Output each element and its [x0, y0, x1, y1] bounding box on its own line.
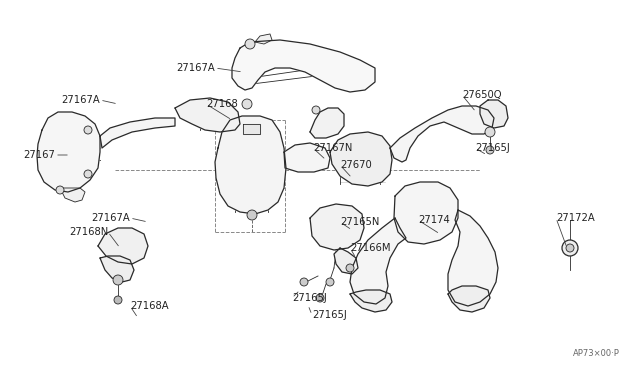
Polygon shape — [334, 248, 358, 274]
Text: 27167: 27167 — [23, 150, 55, 160]
Text: 27165J: 27165J — [475, 143, 509, 153]
Text: 27166M: 27166M — [350, 243, 390, 253]
Circle shape — [346, 264, 354, 272]
Polygon shape — [394, 182, 458, 244]
Polygon shape — [350, 218, 406, 304]
Polygon shape — [310, 108, 344, 138]
Polygon shape — [284, 143, 330, 172]
Circle shape — [84, 170, 92, 178]
Circle shape — [247, 210, 257, 220]
Text: 27168N: 27168N — [68, 227, 108, 237]
Circle shape — [326, 278, 334, 286]
Polygon shape — [215, 116, 286, 214]
Circle shape — [84, 126, 92, 134]
Polygon shape — [175, 98, 240, 132]
Text: 27167N: 27167N — [313, 143, 353, 153]
Polygon shape — [390, 106, 494, 162]
Text: 27167A: 27167A — [176, 63, 215, 73]
Text: 27174: 27174 — [418, 215, 450, 225]
Circle shape — [485, 127, 495, 137]
Polygon shape — [310, 204, 364, 250]
Circle shape — [316, 294, 324, 302]
Polygon shape — [37, 112, 100, 192]
Text: AP73×00·P: AP73×00·P — [573, 349, 620, 358]
Text: 27165J: 27165J — [312, 310, 347, 320]
Text: 27167A: 27167A — [92, 213, 130, 223]
Polygon shape — [448, 210, 498, 306]
Text: 27168A: 27168A — [130, 301, 168, 311]
Text: 27167A: 27167A — [61, 95, 100, 105]
Polygon shape — [243, 124, 260, 134]
Text: 27168: 27168 — [206, 99, 237, 109]
Circle shape — [566, 244, 574, 252]
Polygon shape — [330, 132, 392, 186]
Circle shape — [56, 186, 64, 194]
Circle shape — [245, 39, 255, 49]
Polygon shape — [100, 256, 134, 282]
Polygon shape — [60, 188, 85, 202]
Polygon shape — [255, 34, 272, 44]
Text: 27165N: 27165N — [340, 217, 380, 227]
Polygon shape — [98, 228, 148, 264]
Circle shape — [114, 296, 122, 304]
Polygon shape — [232, 40, 375, 92]
Circle shape — [312, 106, 320, 114]
Polygon shape — [100, 118, 175, 148]
Circle shape — [562, 240, 578, 256]
Polygon shape — [350, 290, 392, 312]
Text: 27650Q: 27650Q — [462, 90, 502, 100]
Circle shape — [113, 275, 123, 285]
Circle shape — [300, 278, 308, 286]
Polygon shape — [448, 286, 490, 312]
Text: 27172A: 27172A — [556, 213, 595, 223]
Text: 27670: 27670 — [340, 160, 372, 170]
Text: 27165J: 27165J — [292, 293, 327, 303]
Polygon shape — [480, 100, 508, 128]
Circle shape — [486, 146, 494, 154]
Circle shape — [242, 99, 252, 109]
